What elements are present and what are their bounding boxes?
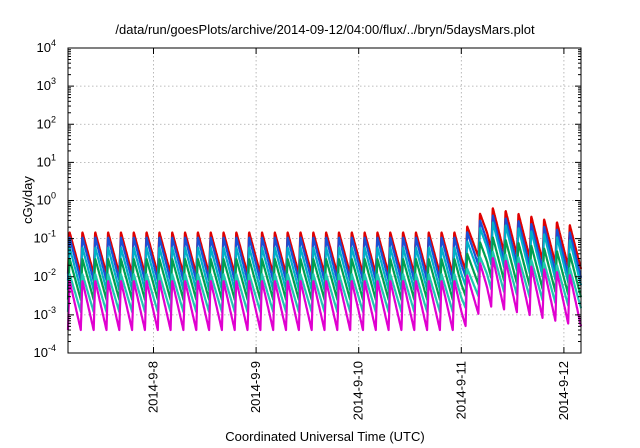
y-tick-label: 10-3 (34, 305, 56, 322)
series-layer (66, 207, 583, 332)
y-tick-label: 101 (37, 152, 56, 169)
y-tick-label: 103 (37, 76, 56, 93)
y-tick-label: 104 (37, 38, 56, 55)
chart-title: /data/run/goesPlots/archive/2014-09-12/0… (115, 22, 535, 37)
y-tick-label: 102 (37, 114, 56, 131)
y-tick-label: 10-4 (34, 343, 56, 360)
x-axis-ticks: 2014-9-8 2014-9-9 2014-9-10 2014-9-11 2014-9… (146, 48, 571, 420)
x-tick-label: 2014-9-10 (351, 361, 366, 420)
x-axis-label: Coordinated Universal Time (UTC) (225, 429, 424, 444)
y-tick-label: 10-2 (34, 267, 56, 284)
x-tick-label: 2014-9-12 (556, 361, 571, 420)
y-axis-ticks: 10-4 10-3 10-2 10-1 100 101 102 103 104 (34, 38, 581, 360)
series-line-6 (66, 257, 583, 332)
y-axis-label: cGy/day (20, 176, 35, 224)
x-tick-label: 2014-9-9 (248, 361, 263, 413)
x-tick-label: 2014-9-8 (146, 361, 161, 413)
x-tick-label: 2014-9-11 (453, 361, 468, 419)
y-tick-label: 10-1 (34, 229, 56, 246)
y-tick-label: 100 (37, 191, 56, 208)
